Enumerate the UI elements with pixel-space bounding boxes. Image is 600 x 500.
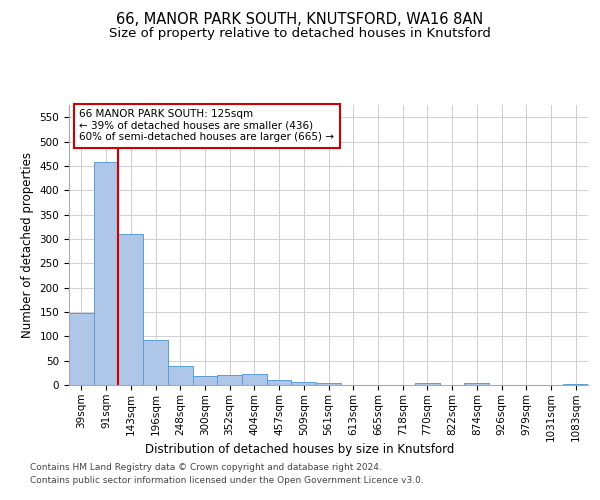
Bar — [143, 340, 168, 385]
Bar — [242, 374, 267, 385]
Text: 66, MANOR PARK SOUTH, KNUTSFORD, WA16 8AN: 66, MANOR PARK SOUTH, KNUTSFORD, WA16 8A… — [116, 12, 484, 28]
Text: Contains public sector information licensed under the Open Government Licence v3: Contains public sector information licen… — [30, 476, 424, 485]
Text: Distribution of detached houses by size in Knutsford: Distribution of detached houses by size … — [145, 442, 455, 456]
Text: Size of property relative to detached houses in Knutsford: Size of property relative to detached ho… — [109, 28, 491, 40]
Text: 66 MANOR PARK SOUTH: 125sqm
← 39% of detached houses are smaller (436)
60% of se: 66 MANOR PARK SOUTH: 125sqm ← 39% of det… — [79, 109, 334, 142]
Bar — [94, 162, 118, 385]
Bar — [267, 380, 292, 385]
Bar — [168, 366, 193, 385]
Bar — [217, 376, 242, 385]
Bar — [316, 382, 341, 385]
Bar — [193, 376, 217, 385]
Bar — [464, 383, 489, 385]
Bar — [292, 382, 316, 385]
Bar — [69, 313, 94, 385]
Bar — [118, 234, 143, 385]
Text: Contains HM Land Registry data © Crown copyright and database right 2024.: Contains HM Land Registry data © Crown c… — [30, 464, 382, 472]
Bar — [415, 383, 440, 385]
Bar — [563, 384, 588, 385]
Y-axis label: Number of detached properties: Number of detached properties — [21, 152, 34, 338]
